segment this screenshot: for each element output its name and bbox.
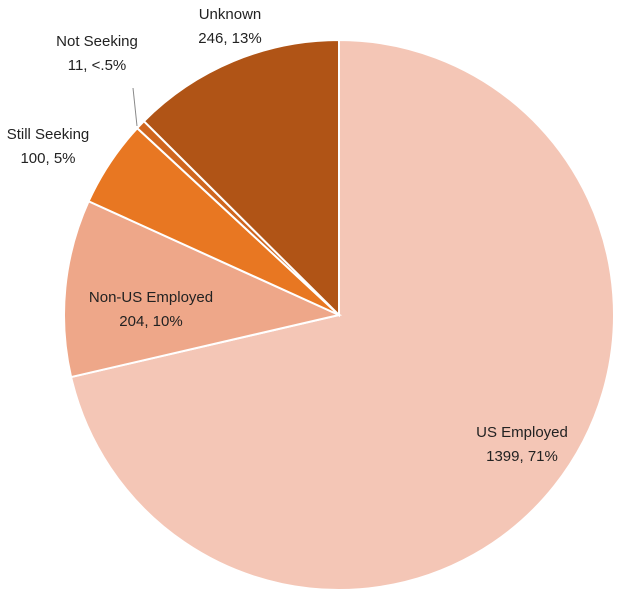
- slice-value-label: 246, 13%: [198, 30, 261, 47]
- slice-value-label: 1399, 71%: [486, 448, 558, 465]
- slice-value-label: 11, <.5%: [68, 57, 127, 74]
- pie-slice: [69, 38, 615, 591]
- slice-label: US Employed: [476, 424, 568, 441]
- slice-label: Not Seeking: [56, 33, 138, 50]
- slice-value-label: 100, 5%: [20, 150, 75, 167]
- slice-label: Still Seeking: [7, 126, 90, 143]
- pie-slice: [142, 38, 340, 318]
- leader-line: [132, 87, 138, 127]
- slice-label: Unknown: [199, 6, 262, 23]
- slice-value-label: 204, 10%: [119, 313, 182, 330]
- slice-label: Non-US Employed: [89, 289, 213, 306]
- pie-slice: [63, 199, 343, 379]
